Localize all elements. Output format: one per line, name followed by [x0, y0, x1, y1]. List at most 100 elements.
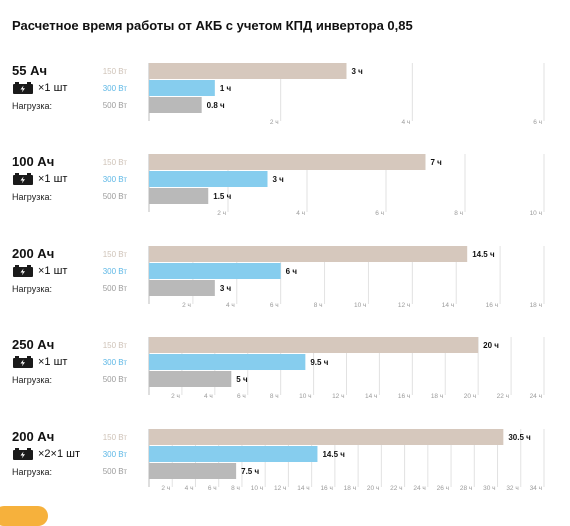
value-label: 1 ч [220, 84, 232, 93]
tick-label: 2 ч [182, 302, 191, 309]
tick-label: 6 ч [237, 393, 246, 400]
bar [149, 171, 268, 187]
bar [149, 371, 232, 387]
runtime-bar-chart: 2 ч 4 ч 6 ч 8 ч 10 ч 12 ч 14 ч 16 ч 18 ч 20 ч 22 ч… [0, 337, 570, 411]
tick-label: 10 ч [251, 485, 263, 492]
category-label: 500 Вт [103, 192, 128, 201]
bar [149, 154, 426, 170]
load-label: Нагрузка: [12, 284, 52, 294]
battery-quantity: ×1 шт [38, 265, 68, 277]
value-label: 3 ч [352, 67, 364, 76]
category-label: 300 Вт [103, 84, 128, 93]
value-label: 0.8 ч [207, 101, 225, 110]
tick-label: 18 ч [431, 393, 443, 400]
tick-label: 10 ч [530, 210, 542, 217]
runtime-bar-chart: 2 ч 4 ч 6 ч 8 ч 10 ч 12 ч 14 ч 16 ч 18 ч 150 Вт 14… [0, 246, 570, 320]
tick-label: 18 ч [344, 485, 356, 492]
tick-label: 14 ч [442, 302, 454, 309]
tick-label: 16 ч [398, 393, 410, 400]
load-label: Нагрузка: [12, 192, 52, 202]
value-label: 5 ч [236, 375, 248, 384]
bar [149, 337, 479, 353]
value-label: 14.5 ч [322, 450, 345, 459]
value-label: 6 ч [286, 267, 298, 276]
runtime-bar-chart-svg: 2 ч 4 ч 6 ч 8 ч 10 ч 150 Вт 7 ч 300 Вт 3 ч 500 Вт… [103, 154, 545, 217]
category-label: 500 Вт [103, 375, 128, 384]
tick-label: 14 ч [365, 393, 377, 400]
runtime-bar-chart: 2 ч 4 ч 6 ч 8 ч 10 ч 12 ч 14 ч 16 ч 18 ч 20 ч 22 ч… [0, 429, 570, 503]
battery-icon [13, 173, 33, 185]
battery-chart-block: 200 Ач ×1 шт Нагрузка: 2 ч 4 ч 6 ч 8 ч 10 ч 12 ч… [0, 246, 570, 320]
battery-quantity-row: ×1 шт [12, 81, 67, 95]
battery-capacity: 100 Ач [12, 154, 55, 169]
battery-chart-block: 250 Ач ×1 шт Нагрузка: 2 ч 4 ч 6 ч 8 ч 10 ч 12 ч… [0, 337, 570, 411]
bar [149, 63, 347, 79]
battery-quantity: ×2×1 шт [38, 448, 81, 460]
tick-label: 4 ч [402, 119, 411, 126]
runtime-bar-chart-svg: 2 ч 4 ч 6 ч 8 ч 10 ч 12 ч 14 ч 16 ч 18 ч 20 ч 22 ч… [103, 337, 545, 400]
feedback-tab-button[interactable] [0, 506, 48, 526]
tick-label: 18 ч [530, 302, 542, 309]
value-label: 3 ч [220, 284, 232, 293]
battery-quantity-row: ×1 шт [12, 355, 67, 369]
category-label: 500 Вт [103, 101, 128, 110]
bar [149, 97, 202, 113]
bar [149, 80, 215, 96]
tick-label: 30 ч [483, 485, 495, 492]
category-label: 300 Вт [103, 450, 128, 459]
category-label: 150 Вт [103, 158, 128, 167]
tick-label: 2 ч [270, 119, 279, 126]
battery-icon [13, 448, 33, 460]
battery-capacity: 55 Ач [12, 63, 48, 78]
bar [149, 463, 237, 479]
tick-label: 8 ч [454, 210, 463, 217]
tick-label: 4 ч [296, 210, 305, 217]
battery-quantity: ×1 шт [38, 82, 68, 94]
battery-chart-block: 200 Ач ×2×1 шт Нагрузка: 2 ч 4 ч 6 ч 8 ч 10 ч 12… [0, 429, 570, 503]
battery-quantity-row: ×1 шт [12, 264, 67, 278]
tick-label: 4 ч [185, 485, 194, 492]
tick-label: 8 ч [314, 302, 323, 309]
tick-label: 14 ч [297, 485, 309, 492]
category-label: 150 Вт [103, 341, 128, 350]
category-label: 150 Вт [103, 250, 128, 259]
page-title: Расчетное время работы от АКБ с учетом К… [12, 18, 413, 33]
tick-label: 16 ч [486, 302, 498, 309]
tick-label: 26 ч [437, 485, 449, 492]
tick-label: 4 ч [204, 393, 213, 400]
tick-label: 6 ч [208, 485, 217, 492]
battery-capacity: 250 Ач [12, 337, 55, 352]
category-label: 500 Вт [103, 467, 128, 476]
bar [149, 429, 504, 445]
tick-label: 22 ч [390, 485, 402, 492]
tick-label: 22 ч [497, 393, 509, 400]
value-label: 20 ч [483, 341, 499, 350]
tick-label: 6 ч [375, 210, 384, 217]
tick-label: 34 ч [530, 485, 542, 492]
bar [149, 446, 318, 462]
tick-label: 6 ч [270, 302, 279, 309]
value-label: 9.5 ч [310, 358, 328, 367]
bar [149, 280, 215, 296]
category-label: 300 Вт [103, 267, 128, 276]
tick-label: 8 ч [231, 485, 240, 492]
runtime-bar-chart-svg: 2 ч 4 ч 6 ч 8 ч 10 ч 12 ч 14 ч 16 ч 18 ч 150 Вт 14… [103, 246, 545, 309]
value-label: 3 ч [273, 175, 285, 184]
runtime-bar-chart-svg: 2 ч 4 ч 6 ч 150 Вт 3 ч 300 Вт 1 ч 500 Вт 0.8 ч [103, 63, 545, 126]
category-label: 300 Вт [103, 358, 128, 367]
battery-chart-block: 100 Ач ×1 шт Нагрузка: 2 ч 4 ч 6 ч 8 ч 10 ч 150 … [0, 154, 570, 228]
tick-label: 4 ч [226, 302, 235, 309]
bar [149, 263, 281, 279]
battery-chart-block: 55 Ач ×1 шт Нагрузка: 2 ч 4 ч 6 ч 150 Вт 3 ч 300… [0, 63, 570, 137]
tick-label: 24 ч [413, 485, 425, 492]
tick-label: 2 ч [171, 393, 180, 400]
value-label: 14.5 ч [472, 250, 495, 259]
category-label: 150 Вт [103, 67, 128, 76]
runtime-bar-chart: 2 ч 4 ч 6 ч 8 ч 10 ч 150 Вт 7 ч 300 Вт 3 ч 500 Вт… [0, 154, 570, 228]
runtime-bar-chart-svg: 2 ч 4 ч 6 ч 8 ч 10 ч 12 ч 14 ч 16 ч 18 ч 20 ч 22 ч… [103, 429, 545, 492]
battery-capacity: 200 Ач [12, 246, 55, 261]
tick-label: 2 ч [161, 485, 170, 492]
value-label: 7.5 ч [241, 467, 259, 476]
battery-icon [13, 82, 33, 94]
tick-label: 24 ч [530, 393, 542, 400]
